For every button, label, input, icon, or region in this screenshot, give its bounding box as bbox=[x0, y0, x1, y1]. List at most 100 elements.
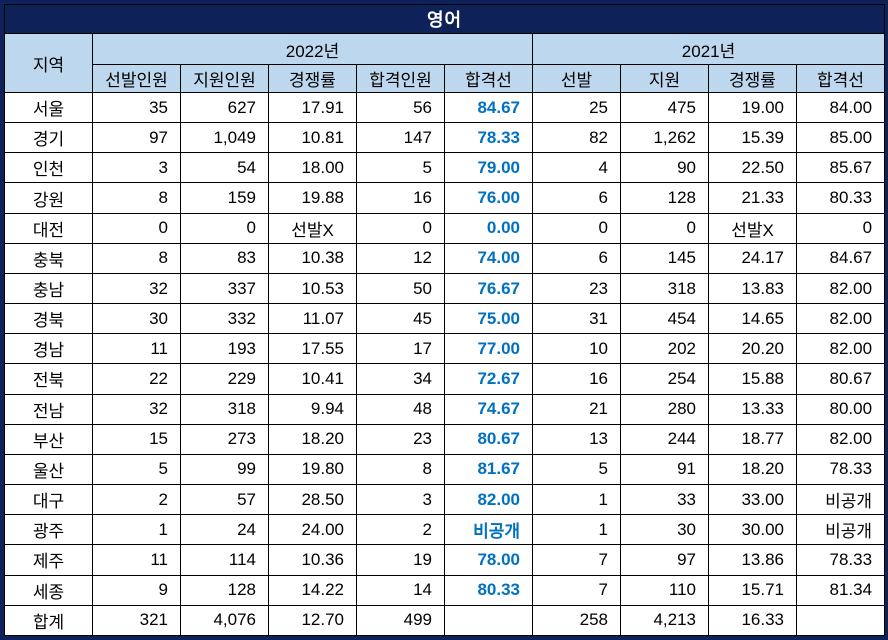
value-cell: 81.67 bbox=[444, 453, 533, 486]
region-cell: 충남 bbox=[4, 272, 93, 305]
region-cell: 경기 bbox=[4, 122, 93, 154]
value-cell: 4,076 bbox=[180, 604, 269, 637]
region-cell: 전북 bbox=[4, 363, 93, 395]
value-cell: 85.67 bbox=[795, 152, 886, 184]
value-cell: 0 bbox=[795, 212, 886, 244]
table-row: 강원 8 159 19.88 16 76.00 6 128 21.33 80.33 bbox=[4, 182, 886, 214]
value-cell: 84.67 bbox=[444, 91, 533, 124]
region-cell: 전남 bbox=[4, 393, 93, 425]
value-cell: 81.34 bbox=[795, 574, 886, 606]
column-header-2022-applied: 지원인원 bbox=[180, 64, 269, 93]
table-row: 대구 2 57 28.50 3 82.00 1 33 33.00 비공개 bbox=[4, 484, 886, 516]
value-cell: 128 bbox=[180, 574, 269, 606]
region-cell: 인천 bbox=[4, 152, 93, 184]
column-header-2021-applied: 지원 bbox=[620, 64, 709, 93]
value-cell: 45 bbox=[356, 303, 445, 335]
table-row: 경기 97 1,049 10.81 147 78.33 82 1,262 15.39 85.00 bbox=[4, 122, 886, 154]
value-cell: 74.00 bbox=[444, 242, 533, 274]
value-cell: 8 bbox=[92, 182, 181, 214]
table-row: 부산 15 273 18.20 23 80.67 13 244 18.77 82.00 bbox=[4, 423, 886, 455]
value-cell: 5 bbox=[532, 453, 621, 486]
value-cell: 17.91 bbox=[268, 91, 357, 124]
value-cell: 13.86 bbox=[708, 544, 797, 576]
value-cell: 3 bbox=[92, 152, 181, 184]
value-cell: 82.00 bbox=[795, 423, 886, 455]
value-cell: 15.71 bbox=[708, 574, 797, 606]
value-cell: 78.33 bbox=[795, 544, 886, 576]
value-cell: 54 bbox=[180, 152, 269, 184]
value-cell: 16 bbox=[356, 182, 445, 214]
column-header-2022-ratio: 경쟁률 bbox=[268, 64, 357, 93]
value-cell: 147 bbox=[356, 122, 445, 154]
value-cell: 5 bbox=[92, 453, 181, 486]
value-cell: 0 bbox=[92, 212, 181, 244]
value-cell: 99 bbox=[180, 453, 269, 486]
value-cell: 18.20 bbox=[268, 423, 357, 455]
value-cell: 258 bbox=[532, 604, 621, 637]
value-cell: 15.88 bbox=[708, 363, 797, 395]
value-cell: 57 bbox=[180, 484, 269, 516]
value-cell: 79.00 bbox=[444, 152, 533, 184]
value-cell: 16 bbox=[532, 363, 621, 395]
value-cell: 72.67 bbox=[444, 363, 533, 395]
region-cell: 서울 bbox=[4, 91, 93, 124]
value-cell: 비공개 bbox=[444, 514, 533, 546]
value-cell: 19.00 bbox=[708, 91, 797, 124]
value-cell: 12 bbox=[356, 242, 445, 274]
table-row: 제주 11 114 10.36 19 78.00 7 97 13.86 78.33 bbox=[4, 544, 886, 576]
region-cell: 경남 bbox=[4, 333, 93, 365]
value-cell: 80.33 bbox=[795, 182, 886, 214]
value-cell: 선발X bbox=[708, 212, 797, 244]
value-cell: 273 bbox=[180, 423, 269, 455]
value-cell: 82.00 bbox=[795, 272, 886, 305]
value-cell: 82.00 bbox=[795, 303, 886, 335]
value-cell: 0.00 bbox=[444, 212, 533, 244]
column-header-region: 지역 bbox=[4, 33, 93, 93]
table-row: 세종 9 128 14.22 14 80.33 7 110 15.71 81.34 bbox=[4, 574, 886, 606]
value-cell: 35 bbox=[92, 91, 181, 124]
region-cell: 대전 bbox=[4, 212, 93, 244]
value-cell: 499 bbox=[356, 604, 445, 637]
value-cell: 비공개 bbox=[795, 484, 886, 516]
value-cell: 6 bbox=[532, 182, 621, 214]
header-row-years: 지역 2022년 2021년 bbox=[4, 33, 886, 93]
value-cell: 0 bbox=[356, 212, 445, 244]
value-cell: 75.00 bbox=[444, 303, 533, 335]
value-cell: 85.00 bbox=[795, 122, 886, 154]
region-cell: 합계 bbox=[4, 604, 93, 637]
region-cell: 제주 bbox=[4, 544, 93, 576]
year-group-2021: 2021년 bbox=[531, 33, 886, 65]
table-row: 경북 30 332 11.07 45 75.00 31 454 14.65 82.00 bbox=[4, 303, 886, 335]
table-body: 서울 35 627 17.91 56 84.67 25 475 19.00 84.00 경기 97 1,… bbox=[4, 91, 886, 637]
title-row: 영어 bbox=[3, 4, 886, 34]
value-cell: 84.67 bbox=[795, 242, 886, 274]
value-cell: 83 bbox=[180, 242, 269, 274]
value-cell: 11 bbox=[92, 544, 181, 576]
value-cell: 244 bbox=[620, 423, 709, 455]
column-header-2021-selected: 선발 bbox=[532, 64, 621, 93]
value-cell: 159 bbox=[180, 182, 269, 214]
value-cell: 454 bbox=[620, 303, 709, 335]
value-cell: 475 bbox=[620, 91, 709, 124]
value-cell: 77.00 bbox=[444, 333, 533, 365]
value-cell: 19.80 bbox=[268, 453, 357, 486]
value-cell: 1 bbox=[92, 514, 181, 546]
value-cell: 2 bbox=[92, 484, 181, 516]
value-cell: 28.50 bbox=[268, 484, 357, 516]
value-cell: 12.70 bbox=[268, 604, 357, 637]
table-row: 인천 3 54 18.00 5 79.00 4 90 22.50 85.67 bbox=[4, 152, 886, 184]
value-cell: 선발X bbox=[268, 212, 357, 244]
value-cell: 32 bbox=[92, 272, 181, 305]
value-cell: 10.36 bbox=[268, 544, 357, 576]
region-cell: 충북 bbox=[4, 242, 93, 274]
value-cell: 18.20 bbox=[708, 453, 797, 486]
value-cell: 31 bbox=[532, 303, 621, 335]
value-cell: 32 bbox=[92, 393, 181, 425]
value-cell: 78.33 bbox=[795, 453, 886, 486]
region-cell: 부산 bbox=[4, 423, 93, 455]
table-title: 영어 bbox=[3, 4, 886, 34]
value-cell: 10.81 bbox=[268, 122, 357, 154]
value-cell: 78.33 bbox=[444, 122, 533, 154]
value-cell: 80.67 bbox=[795, 363, 886, 395]
